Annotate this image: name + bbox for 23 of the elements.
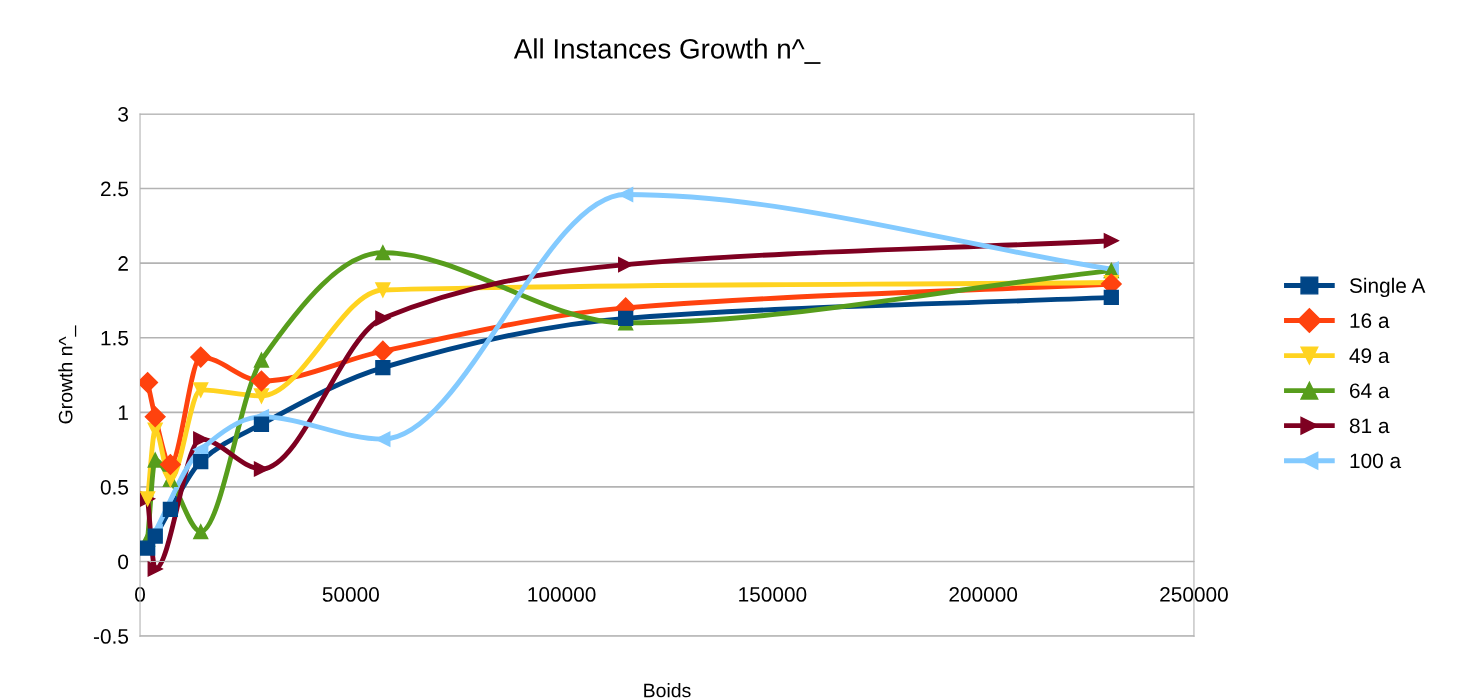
legend-label: 64 a xyxy=(1350,383,1390,399)
y-tick-label: 0.5 xyxy=(100,479,129,495)
y-axis-title: Growth n^_ xyxy=(58,325,77,424)
y-tick-label: -0.5 xyxy=(93,629,129,644)
y-tick-label: 3 xyxy=(118,106,128,122)
legend-label: 81 a xyxy=(1349,418,1390,434)
x-tick-label: 0 xyxy=(135,587,146,602)
y-tick-label: 2 xyxy=(118,256,128,271)
legend-label: Single A xyxy=(1349,277,1426,298)
y-tick-label: 0 xyxy=(118,554,129,570)
x-axis-title: Boids xyxy=(644,683,691,698)
x-tick-label: 150000 xyxy=(739,587,807,602)
legend-label: 49 a xyxy=(1349,348,1390,364)
x-tick-label: 100000 xyxy=(528,587,596,602)
x-tick-label: 250000 xyxy=(1160,587,1228,602)
y-tick-label: 1.5 xyxy=(101,330,129,346)
chart-title: All Instances Growth n^_ xyxy=(513,38,821,64)
x-tick-label: 200000 xyxy=(949,587,1018,602)
legend-label: 100 a xyxy=(1350,453,1402,469)
y-tick-label: 1 xyxy=(118,405,128,420)
legend-label: 16 a xyxy=(1350,313,1390,329)
x-tick-label: 50000 xyxy=(322,587,379,602)
y-tick-label: 2.5 xyxy=(101,181,129,197)
